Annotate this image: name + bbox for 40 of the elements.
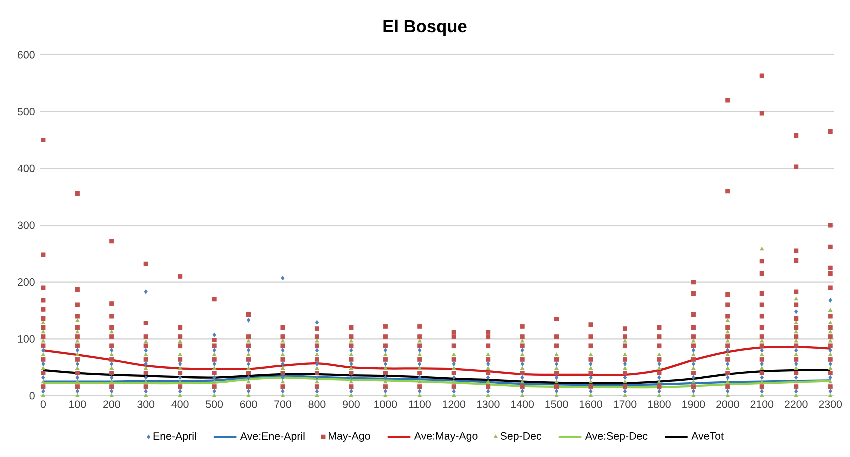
x-tick-label: 2200 — [785, 400, 808, 408]
legend-label: Ave:May-Ago — [414, 432, 478, 442]
x-tick-label: 300 — [138, 400, 155, 408]
x-tick-label: 1000 — [374, 400, 398, 408]
x-tick-label: 700 — [274, 400, 292, 408]
legend-label: May-Ago — [328, 432, 370, 442]
y-tick-label: 200 — [18, 278, 35, 286]
legend-label: AveTot — [692, 432, 724, 440]
y-tick-label: 0 — [30, 392, 35, 400]
x-tick-label: 2100 — [750, 400, 774, 408]
x-tick-label: 1500 — [546, 400, 568, 408]
x-tick-label: 1300 — [477, 400, 500, 408]
x-tick-label: 900 — [343, 400, 360, 408]
chart-title: El Bosque — [384, 20, 467, 36]
line-series — [42, 376, 832, 389]
y-tick-label: 100 — [18, 335, 35, 343]
legend-label: Ave:Ene-April — [240, 432, 305, 442]
y-tick-label: 400 — [18, 164, 35, 172]
legend-label: Sep-Dec — [500, 432, 542, 442]
x-tick-label: 1400 — [512, 400, 534, 408]
x-tick-label: 800 — [308, 400, 326, 408]
x-tick-label: 100 — [70, 400, 86, 408]
legend-label: Ene-April — [154, 432, 196, 442]
x-tick-label: 1800 — [648, 400, 671, 408]
x-tick-label: 1600 — [580, 400, 602, 408]
x-tick-label: 1200 — [443, 400, 466, 408]
x-tick-label: 400 — [172, 400, 189, 408]
y-tick-label: 300 — [18, 222, 35, 230]
y-tick-label: 600 — [18, 51, 35, 59]
x-tick-label: 1700 — [614, 400, 637, 408]
x-tick-label: 2300 — [819, 400, 842, 408]
x-tick-label: 500 — [206, 400, 224, 408]
x-tick-label: 1900 — [682, 400, 706, 408]
y-tick-label: 500 — [18, 108, 35, 116]
x-tick-label: 1100 — [409, 400, 431, 408]
x-tick-label: 600 — [240, 400, 258, 408]
x-tick-label: 0 — [40, 400, 46, 408]
legend-label: Ave:Sep-Dec — [585, 432, 648, 442]
x-tick-label: 2000 — [716, 400, 740, 408]
x-tick-label: 200 — [104, 400, 120, 408]
